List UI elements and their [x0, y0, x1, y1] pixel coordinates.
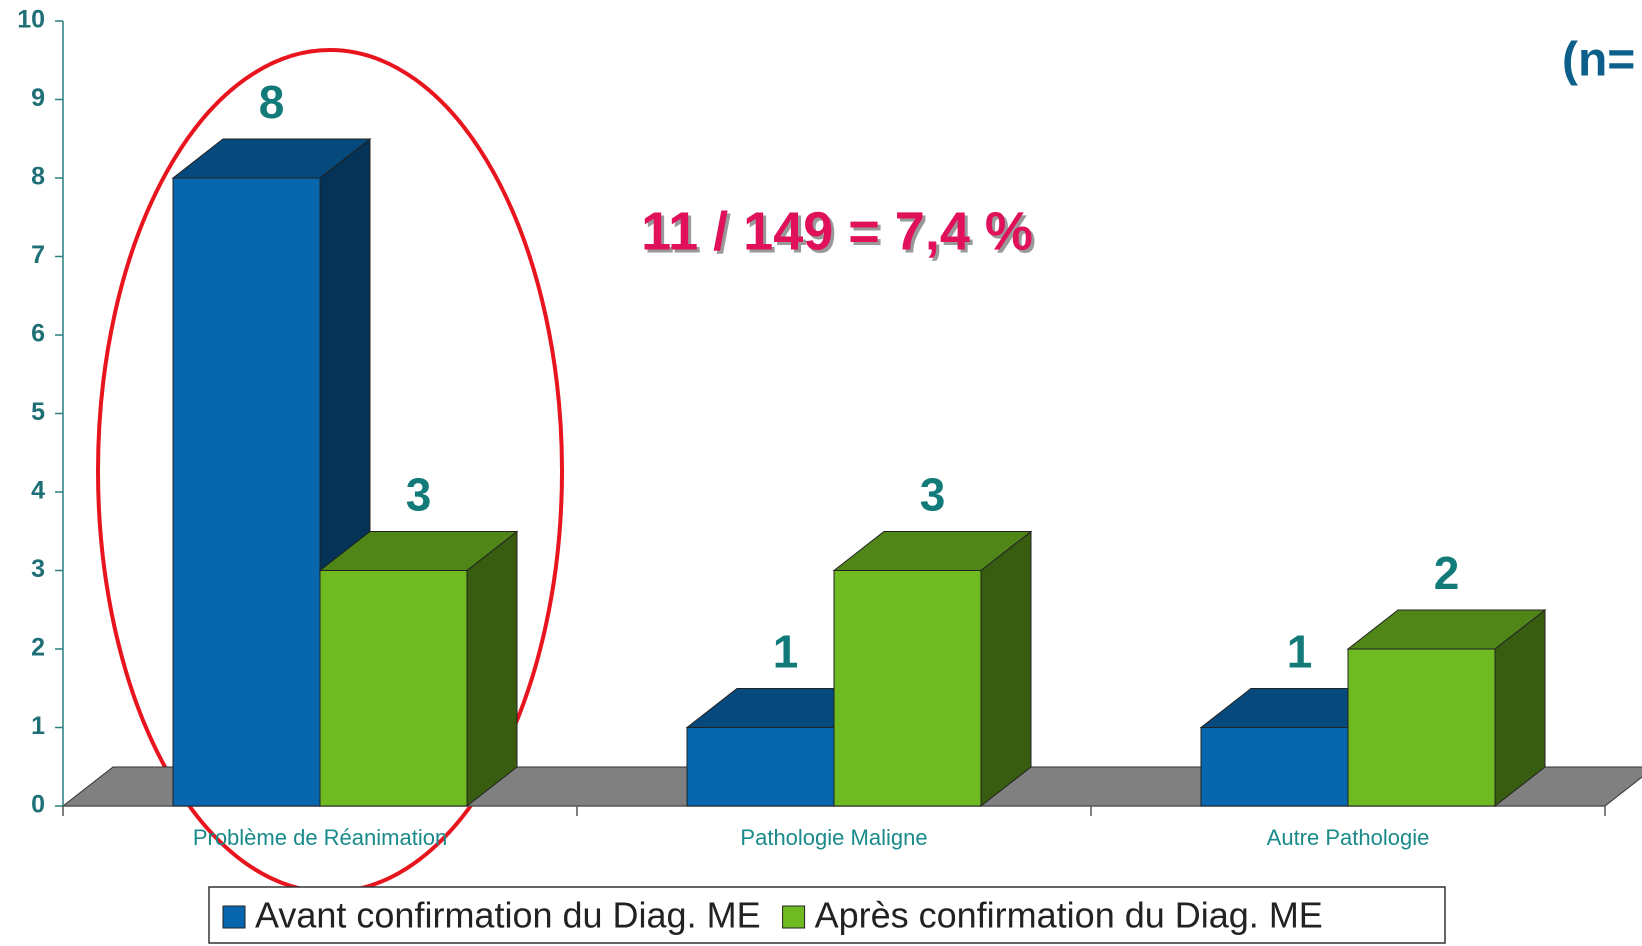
value-label: 1	[1287, 626, 1313, 678]
legend-box	[208, 886, 1446, 944]
annotation-shadow: 11 / 149 = 7,4 %	[644, 204, 1036, 264]
bar	[319, 570, 468, 807]
y-tick-label: 10	[17, 6, 45, 34]
bar-side	[980, 530, 1032, 808]
bar	[1200, 727, 1349, 807]
y-tick-label: 8	[31, 163, 45, 191]
legend-swatch	[222, 905, 246, 929]
bar	[172, 177, 321, 807]
value-label: 1	[773, 626, 799, 678]
subtitle: (n=	[1562, 34, 1635, 87]
y-tick-label: 5	[31, 398, 45, 426]
bar	[833, 570, 982, 807]
bar	[1347, 648, 1496, 807]
x-tick-label: Pathologie Maligne	[740, 825, 927, 850]
y-tick-label: 0	[31, 791, 45, 819]
y-tick-label: 1	[31, 712, 45, 740]
legend-label: Avant confirmation du Diag. ME	[255, 895, 761, 936]
value-label: 3	[406, 469, 432, 521]
value-label: 3	[920, 469, 946, 521]
y-tick-label: 4	[31, 477, 45, 505]
annotation: 11 / 149 = 7,4 %	[641, 201, 1033, 261]
x-tick-label: Problème de Réanimation	[193, 825, 447, 850]
y-tick-label: 7	[31, 241, 45, 269]
bar-side	[466, 530, 518, 808]
y-tick-label: 2	[31, 634, 45, 662]
bar	[686, 727, 835, 807]
value-label: 8	[259, 76, 285, 128]
legend-swatch	[782, 905, 806, 929]
y-tick-label: 3	[31, 555, 45, 583]
y-tick-label: 6	[31, 320, 45, 348]
value-label: 2	[1434, 547, 1460, 599]
x-tick-label: Autre Pathologie	[1267, 825, 1430, 850]
legend-label: Après confirmation du Diag. ME	[815, 895, 1323, 936]
y-tick-label: 9	[31, 84, 45, 112]
